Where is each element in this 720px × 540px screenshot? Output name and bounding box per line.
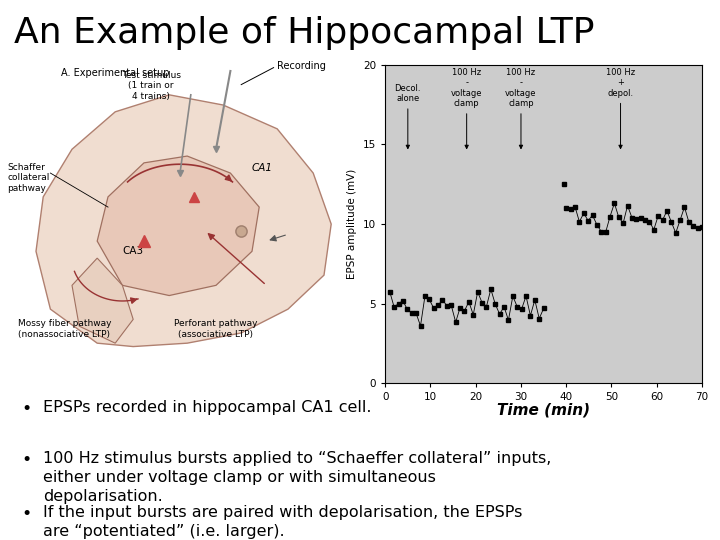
Polygon shape xyxy=(97,156,259,295)
Text: EPSPs recorded in hippocampal CA1 cell.: EPSPs recorded in hippocampal CA1 cell. xyxy=(43,400,372,415)
Polygon shape xyxy=(72,258,133,343)
Y-axis label: EPSP amplitude (mV): EPSP amplitude (mV) xyxy=(347,169,357,279)
Text: A. Experimental setup: A. Experimental setup xyxy=(61,68,170,78)
Text: Test stimulus
(1 train or
4 trains): Test stimulus (1 train or 4 trains) xyxy=(122,71,181,101)
Text: 100 Hz stimulus bursts applied to “Schaeffer collateral” inputs,
either under vo: 100 Hz stimulus bursts applied to “Schae… xyxy=(43,451,552,504)
Text: If the input bursts are paired with depolarisation, the EPSPs
are “potentiated” : If the input bursts are paired with depo… xyxy=(43,505,523,539)
Text: CA3: CA3 xyxy=(122,246,144,256)
Text: Perforant pathway
(associative LTP): Perforant pathway (associative LTP) xyxy=(174,319,258,339)
Text: An Example of Hippocampal LTP: An Example of Hippocampal LTP xyxy=(14,16,595,50)
Text: •: • xyxy=(22,505,32,523)
Text: •: • xyxy=(22,400,32,417)
Text: Schaffer
collateral
pathway: Schaffer collateral pathway xyxy=(7,163,50,193)
Text: Mossy fiber pathway
(nonassociative LTP): Mossy fiber pathway (nonassociative LTP) xyxy=(18,319,112,339)
Polygon shape xyxy=(36,95,331,347)
Text: Recording: Recording xyxy=(277,61,326,71)
Text: Decol.
alone: Decol. alone xyxy=(395,84,421,148)
Text: •: • xyxy=(22,451,32,469)
Text: 100 Hz
-
voltage
clamp: 100 Hz - voltage clamp xyxy=(505,68,536,148)
Text: Time (min): Time (min) xyxy=(497,402,590,417)
Text: 100 Hz
+
depol.: 100 Hz + depol. xyxy=(606,68,635,148)
Text: 100 Hz
-
voltage
clamp: 100 Hz - voltage clamp xyxy=(451,68,482,148)
Text: CA1: CA1 xyxy=(252,163,273,173)
